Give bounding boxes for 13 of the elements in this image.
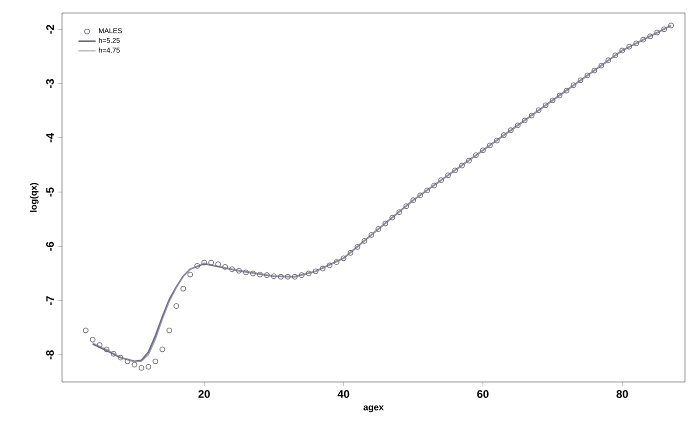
- x-tick-label: 60: [477, 390, 489, 398]
- y-axis-title: log(qx): [30, 182, 39, 212]
- y-tick-label: -5: [46, 187, 54, 197]
- y-tick-label: -8: [46, 350, 54, 360]
- x-tick-label: 40: [338, 390, 350, 398]
- y-tick-label: -4: [46, 132, 54, 142]
- y-tick-label: -7: [46, 296, 54, 306]
- x-tick-label: 20: [198, 390, 210, 398]
- y-tick-label: -6: [46, 242, 54, 251]
- y-tick-label: -2: [46, 24, 54, 34]
- x-tick-label: 80: [616, 390, 628, 398]
- y-tick-label: -3: [46, 79, 54, 88]
- x-axis-title: agex: [364, 405, 384, 412]
